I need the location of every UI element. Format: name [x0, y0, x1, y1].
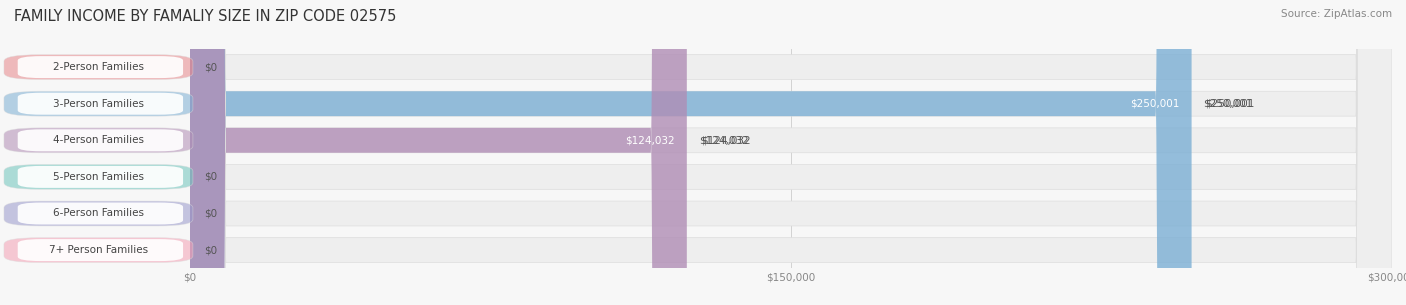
Text: 5-Person Families: 5-Person Families	[53, 172, 143, 182]
FancyBboxPatch shape	[18, 56, 183, 78]
Text: 3-Person Families: 3-Person Families	[53, 99, 143, 109]
Text: $250,001: $250,001	[1205, 99, 1256, 109]
Text: $0: $0	[204, 209, 217, 218]
FancyBboxPatch shape	[4, 91, 193, 116]
FancyBboxPatch shape	[190, 0, 1392, 305]
Text: $124,032: $124,032	[700, 135, 751, 145]
Text: $250,001: $250,001	[1204, 99, 1253, 109]
Text: FAMILY INCOME BY FAMALIY SIZE IN ZIP CODE 02575: FAMILY INCOME BY FAMALIY SIZE IN ZIP COD…	[14, 9, 396, 24]
FancyBboxPatch shape	[190, 0, 1192, 305]
FancyBboxPatch shape	[18, 129, 183, 151]
Text: Source: ZipAtlas.com: Source: ZipAtlas.com	[1281, 9, 1392, 19]
Text: $124,032: $124,032	[699, 135, 748, 145]
Text: $250,001: $250,001	[1130, 99, 1180, 109]
Text: $0: $0	[204, 172, 217, 182]
FancyBboxPatch shape	[4, 238, 193, 263]
FancyBboxPatch shape	[18, 93, 183, 115]
FancyBboxPatch shape	[4, 164, 193, 189]
FancyBboxPatch shape	[4, 201, 193, 226]
FancyBboxPatch shape	[18, 203, 183, 224]
FancyBboxPatch shape	[190, 0, 1392, 305]
Text: $0: $0	[204, 245, 217, 255]
Text: 7+ Person Families: 7+ Person Families	[49, 245, 148, 255]
Text: 4-Person Families: 4-Person Families	[53, 135, 143, 145]
Text: $124,032: $124,032	[626, 135, 675, 145]
FancyBboxPatch shape	[18, 239, 183, 261]
FancyBboxPatch shape	[190, 0, 1392, 305]
FancyBboxPatch shape	[18, 166, 183, 188]
Text: 6-Person Families: 6-Person Families	[53, 209, 143, 218]
FancyBboxPatch shape	[4, 55, 193, 80]
FancyBboxPatch shape	[190, 0, 1392, 305]
Text: 2-Person Families: 2-Person Families	[53, 62, 143, 72]
FancyBboxPatch shape	[4, 128, 193, 153]
FancyBboxPatch shape	[190, 0, 686, 305]
Text: $0: $0	[204, 62, 217, 72]
FancyBboxPatch shape	[190, 0, 1392, 305]
FancyBboxPatch shape	[190, 0, 1392, 305]
